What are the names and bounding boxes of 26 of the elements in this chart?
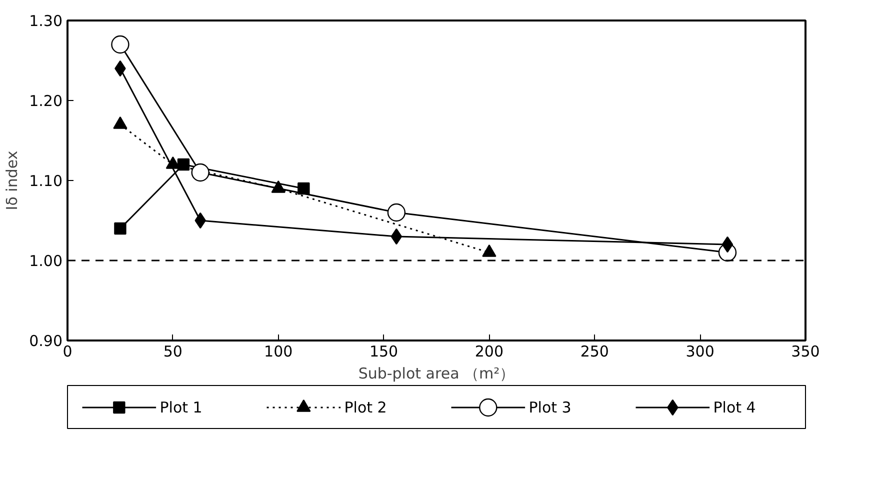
- point: [111, 35, 130, 54]
- point: [390, 228, 402, 245]
- legend-label: Plot 2: [344, 398, 387, 416]
- legend-label: Plot 3: [528, 398, 572, 416]
- x-axis-title: Sub-plot area （m²）: [358, 364, 515, 382]
- x-tick-label: 250: [580, 342, 609, 360]
- y-tick-label: 1.00: [29, 252, 63, 270]
- x-tick-label: 150: [369, 342, 398, 360]
- point: [114, 222, 126, 235]
- point: [387, 203, 406, 222]
- x-tick-label: 0: [62, 342, 72, 360]
- y-axis-title: Iδ index: [3, 150, 22, 210]
- x-tick-label: 300: [686, 342, 714, 360]
- y-tick-label: 0.90: [29, 332, 63, 350]
- y-tick-label: 1.20: [29, 92, 63, 110]
- point: [191, 163, 210, 182]
- legend-label: Plot 4: [713, 398, 756, 416]
- legend-label: Plot 1: [160, 398, 202, 416]
- x-tick-label: 100: [264, 342, 293, 360]
- x-tick-label: 350: [791, 342, 820, 360]
- point: [722, 236, 734, 253]
- y-tick-label: 1.10: [29, 172, 63, 190]
- x-tick-label: 200: [474, 342, 504, 360]
- y-tick-label: 1.30: [29, 12, 63, 30]
- x-tick-label: 50: [163, 342, 182, 360]
- point: [298, 182, 310, 195]
